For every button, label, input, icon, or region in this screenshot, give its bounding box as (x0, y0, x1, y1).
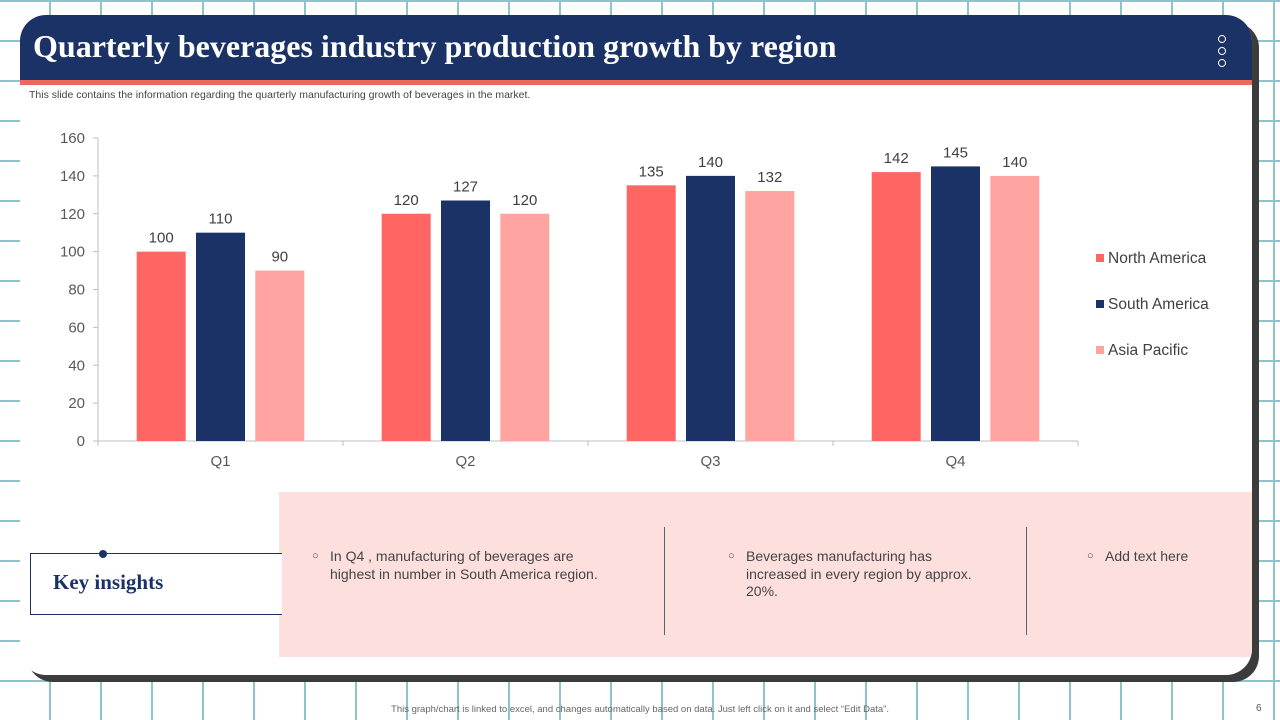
y-tick-label: 120 (60, 206, 85, 223)
legend-swatch (1096, 254, 1104, 262)
bar (136, 251, 186, 441)
insight-item: ○ In Q4 , manufacturing of beverages are… (312, 548, 598, 583)
data-label: 135 (639, 163, 664, 180)
data-label: 140 (1002, 154, 1027, 171)
legend-label: Asia Pacific (1108, 342, 1188, 359)
bar-chart: 0 20 40 60 80 100 120 140 160 Q1 Q2 Q3 Q4 100 110 90 120… (60, 130, 1209, 470)
insight-divider (664, 527, 665, 635)
insights-panel: ○ In Q4 , manufacturing of beverages are… (279, 492, 1252, 657)
bar (626, 185, 676, 441)
option-dot (1218, 47, 1226, 55)
bar (871, 172, 921, 441)
insight-text: Add text here (1105, 548, 1189, 564)
data-label: 132 (757, 169, 782, 186)
y-tick-label: 20 (68, 395, 85, 412)
bar (686, 175, 735, 441)
data-label: 127 (453, 178, 478, 195)
bar (745, 191, 795, 441)
bar (441, 200, 490, 441)
data-label: 110 (209, 211, 233, 228)
data-label: 120 (394, 192, 419, 209)
key-insights-title: Key insights (53, 570, 164, 594)
x-tick-label: Q4 (945, 453, 965, 470)
y-tick-label: 100 (60, 244, 85, 261)
insight-text: Beverages manufacturing has increased in… (746, 548, 972, 599)
y-tick-label: 60 (68, 319, 85, 336)
data-label: 145 (943, 144, 968, 161)
y-tick-label: 80 (68, 282, 85, 299)
bar (381, 213, 431, 441)
bar (255, 270, 305, 441)
more-options-icon (1218, 35, 1228, 67)
header-accent-line (20, 80, 1252, 85)
insight-text: In Q4 , manufacturing of beverages are h… (330, 548, 598, 582)
slide-subtitle: This slide contains the information rega… (29, 89, 531, 101)
key-insights-box: Key insights (30, 553, 282, 615)
insight-item: ○ Add text here (1087, 548, 1235, 566)
header-bar: Quarterly beverages industry production … (20, 15, 1252, 80)
y-tick-label: 40 (68, 357, 85, 374)
legend-swatch (1096, 300, 1104, 308)
footer-note: This graph/chart is linked to excel, and… (391, 704, 889, 715)
circle-bullet-icon: ○ (312, 550, 319, 562)
data-label: 120 (512, 192, 537, 209)
bar (990, 175, 1040, 441)
x-tick-label: Q1 (210, 453, 230, 470)
legend-swatch (1096, 346, 1104, 354)
bar (931, 166, 980, 441)
x-tick-label: Q2 (455, 453, 475, 470)
y-tick-label: 160 (60, 130, 85, 147)
slide-title: Quarterly beverages industry production … (33, 28, 837, 64)
data-label: 100 (149, 230, 174, 247)
data-label: 90 (271, 249, 288, 266)
key-insights-dot-icon (99, 550, 107, 558)
legend-label: North America (1108, 250, 1207, 267)
page-number: 6 (1256, 703, 1262, 714)
data-label: 140 (698, 154, 723, 171)
bar (500, 213, 550, 441)
option-dot (1218, 35, 1226, 43)
option-dot (1218, 59, 1226, 67)
legend-label: South America (1108, 296, 1209, 313)
insight-item: ○ Beverages manufacturing has increased … (728, 548, 976, 601)
bar (196, 232, 245, 441)
circle-bullet-icon: ○ (728, 550, 735, 562)
slide-card: Quarterly beverages industry production … (20, 15, 1252, 675)
insight-divider (1026, 527, 1027, 635)
y-tick-label: 0 (77, 433, 85, 450)
circle-bullet-icon: ○ (1087, 550, 1094, 562)
y-tick-label: 140 (60, 168, 85, 185)
data-label: 142 (884, 150, 909, 167)
x-tick-label: Q3 (700, 453, 720, 470)
